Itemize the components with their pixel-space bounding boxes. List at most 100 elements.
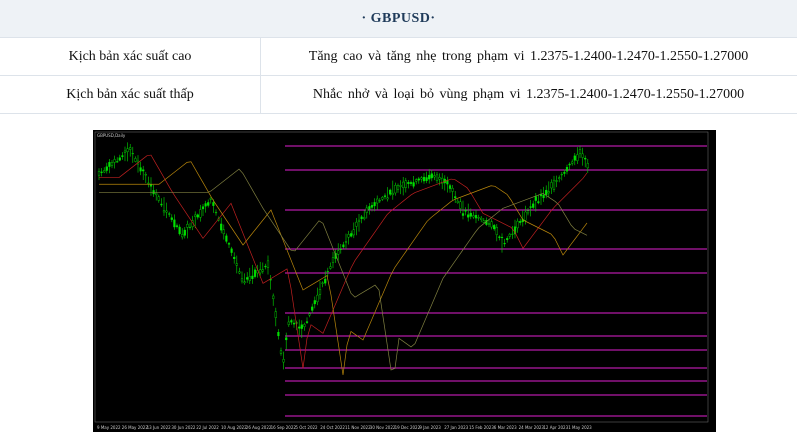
candle-body [347,234,350,238]
candle-body [152,190,155,195]
candle-body [469,212,472,217]
candle-body [220,223,223,231]
candle-body [162,210,166,213]
candle-body [170,217,173,220]
candle-body [547,191,550,194]
moving-average [99,168,588,371]
candle-body [399,185,402,187]
candle-body [461,213,465,216]
candle-body [121,155,124,157]
candle-body [266,260,270,268]
candle-body [537,201,540,204]
candle-body [110,162,114,166]
candle-body [441,177,444,184]
candle-body [503,242,506,245]
candle-body [508,233,511,237]
candle-body [337,250,340,255]
candle-body [381,197,384,200]
candle-body [334,253,337,259]
candle-body [311,306,314,311]
candle-body [558,177,561,179]
candle-body [251,275,254,279]
candle-body [417,178,420,181]
candle-body [300,324,303,329]
candle-body [235,263,238,266]
x-tick-label: 13 Jun 2022 [147,425,172,430]
cell: Nhắc nhở và loại bỏ vùng phạm vi 1.2375-… [312,86,745,102]
candle-body [545,189,548,195]
candle-body [430,173,433,179]
chart-bg [93,130,716,432]
candle-body [308,313,311,316]
candle-body [139,167,142,172]
table-row: Kịch bản xác suất cao Tăng cao và tăng n… [0,38,797,76]
candle-body [355,221,358,227]
candle-body [259,269,262,274]
candle-body [454,196,457,199]
x-tick-label: 10 Aug 2022 [221,425,247,430]
candle-body [389,189,392,195]
candle-body [298,326,301,329]
candle-body [438,177,441,180]
candle-body [383,195,387,197]
candle-body [175,225,179,227]
x-tick-label: 6 Mar 2023 [494,425,517,430]
candle-body [313,300,316,305]
candle-body [368,206,371,210]
candle-body [105,166,108,171]
candle-body [225,235,228,242]
cell: Kịch bản xác suất thấp [0,76,261,113]
candle-body [344,241,348,243]
x-tick-label: 9 Jan 2023 [419,425,441,430]
candle-body [277,332,280,337]
candle-body [482,220,485,223]
candle-body [425,177,428,181]
candle-body [194,214,197,217]
candle-body [287,321,290,325]
candle-body [516,220,519,229]
candle-body [456,200,459,203]
candle-body [160,203,163,206]
candle-body [199,209,202,218]
candle-body [391,192,394,196]
candle-body [103,170,106,173]
candle-body [433,175,436,178]
candle-body [415,179,418,182]
candle-body [108,162,111,167]
x-tick-label: 30 Nov 2022 [370,425,396,430]
candle-body [186,224,189,228]
candle-body [451,187,454,192]
candle-body [165,210,168,213]
candle-body [378,200,381,202]
candle-body [526,210,530,214]
candle-body [204,203,207,207]
candle-body [565,166,569,172]
candle-body [487,223,491,225]
candle-body [576,154,579,162]
candle-body [222,229,225,235]
candle-body [407,182,410,185]
candle-body [116,161,119,163]
candle-body [360,216,363,220]
candle-body [422,176,426,182]
candle-body [248,276,251,281]
x-tick-label: 19 Dec 2022 [395,425,421,430]
candle-body [420,177,423,180]
candle-body [316,294,319,303]
candle-body [500,236,504,238]
candle-body [155,192,158,196]
x-tick-label: 24 Oct 2022 [320,425,345,430]
x-tick-label: 1 May 2023 [568,425,592,430]
candle-body [571,161,574,164]
candle-body [584,157,587,160]
candle-body [581,153,584,158]
candle-body [498,236,501,238]
candle-body [552,179,556,190]
candle-body [493,225,496,230]
x-tick-label: 16 Sep 2022 [271,425,297,430]
candle-body [560,174,563,176]
candle-body [227,243,231,245]
candle-body [513,226,517,235]
x-tick-label: 26 Aug 2022 [246,425,272,430]
